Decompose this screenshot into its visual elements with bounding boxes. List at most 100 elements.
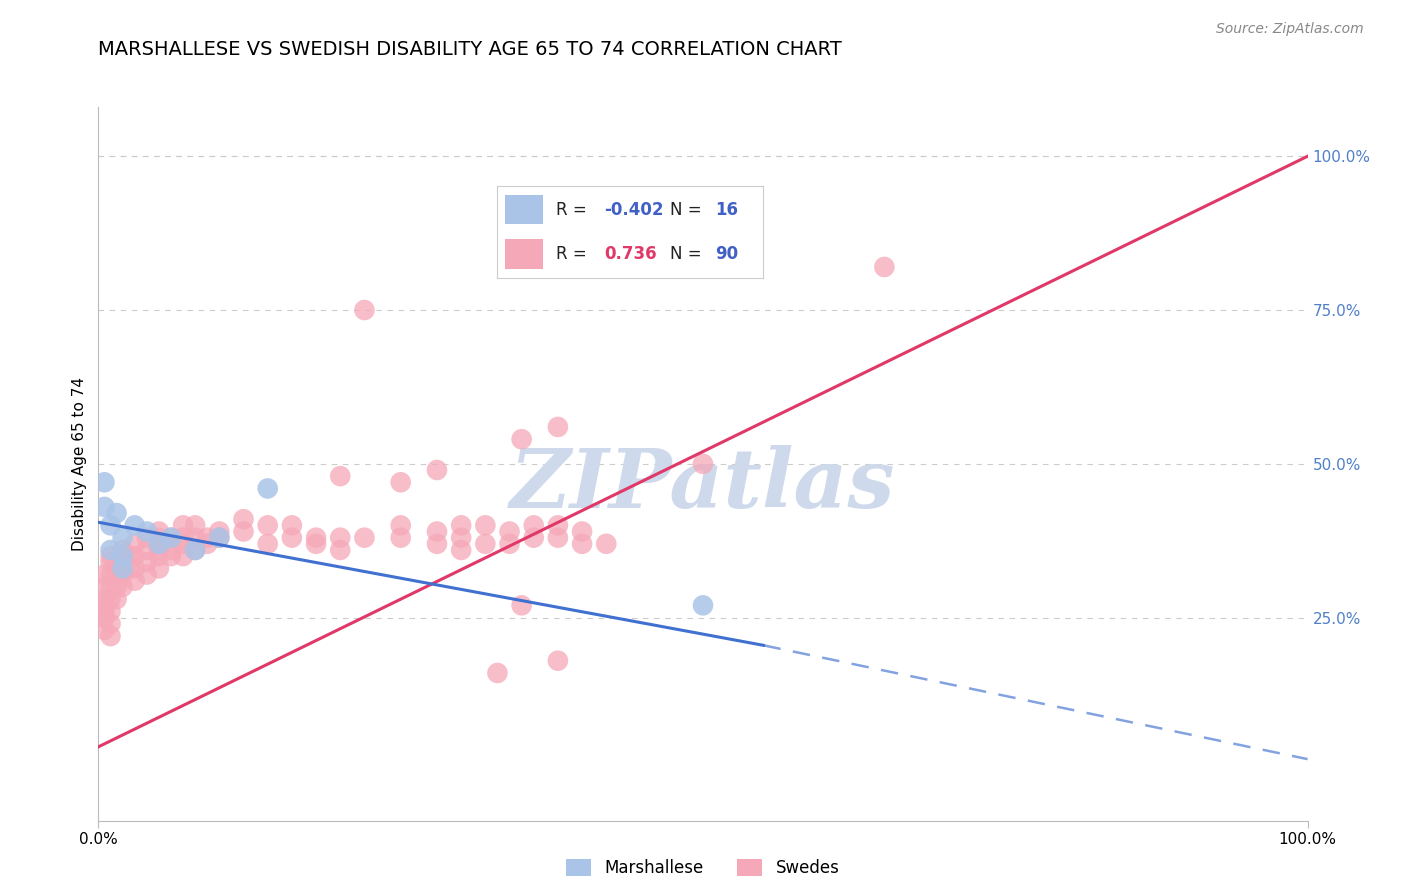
Point: [100, 616, 122, 631]
Point: [232, 512, 254, 526]
Point: [111, 561, 134, 575]
Point: [353, 303, 375, 318]
Point: [111, 549, 134, 563]
Point: [124, 549, 146, 563]
Point: [547, 531, 569, 545]
Point: [184, 543, 207, 558]
Bar: [505, 239, 543, 269]
Point: [353, 531, 375, 545]
Point: [100, 567, 122, 582]
Point: [184, 531, 207, 545]
Point: [389, 518, 412, 533]
Point: [105, 555, 128, 569]
Point: [148, 524, 170, 539]
Point: [510, 432, 533, 446]
Point: [100, 543, 122, 558]
Text: N =: N =: [671, 201, 707, 219]
Point: [148, 561, 170, 575]
Point: [105, 580, 128, 594]
Point: [105, 592, 128, 607]
Point: [105, 506, 128, 520]
Point: [450, 543, 472, 558]
Point: [100, 592, 122, 607]
Point: [547, 518, 569, 533]
Point: [571, 537, 593, 551]
Text: R =: R =: [555, 201, 592, 219]
Point: [105, 567, 128, 582]
Point: [256, 537, 278, 551]
Point: [160, 531, 183, 545]
Text: MARSHALLESE VS SWEDISH DISABILITY AGE 65 TO 74 CORRELATION CHART: MARSHALLESE VS SWEDISH DISABILITY AGE 65…: [98, 40, 842, 59]
Point: [450, 518, 472, 533]
Point: [124, 574, 146, 588]
Point: [100, 605, 122, 619]
Point: [523, 518, 546, 533]
Point: [118, 549, 141, 563]
Point: [160, 543, 183, 558]
Point: [208, 531, 231, 545]
Text: 90: 90: [716, 245, 738, 263]
Point: [100, 518, 122, 533]
Point: [426, 463, 449, 477]
Point: [498, 537, 520, 551]
Point: [281, 531, 304, 545]
Point: [474, 537, 496, 551]
Point: [93, 610, 115, 624]
Point: [93, 599, 115, 613]
Point: [93, 580, 115, 594]
Point: [426, 524, 449, 539]
Point: [450, 531, 472, 545]
Point: [135, 543, 157, 558]
Point: [111, 531, 134, 545]
Text: R =: R =: [555, 245, 592, 263]
Point: [195, 537, 218, 551]
Y-axis label: Disability Age 65 to 74: Disability Age 65 to 74: [72, 376, 87, 551]
Point: [547, 654, 569, 668]
Point: [486, 665, 509, 680]
Text: 16: 16: [716, 201, 738, 219]
Point: [426, 537, 449, 551]
Point: [184, 543, 207, 558]
Point: [111, 549, 134, 563]
Point: [208, 524, 231, 539]
Point: [111, 543, 134, 558]
Legend: Marshallese, Swedes: Marshallese, Swedes: [560, 852, 846, 884]
Point: [389, 531, 412, 545]
Point: [305, 531, 328, 545]
Text: ZIPatlas: ZIPatlas: [510, 445, 896, 525]
Point: [124, 537, 146, 551]
Point: [93, 592, 115, 607]
Point: [873, 260, 896, 274]
Point: [329, 531, 352, 545]
Point: [135, 531, 157, 545]
Point: [93, 500, 115, 514]
Point: [256, 518, 278, 533]
Point: [510, 599, 533, 613]
Point: [111, 555, 134, 569]
Text: 0.736: 0.736: [603, 245, 657, 263]
Point: [93, 475, 115, 490]
Point: [389, 475, 412, 490]
Point: [124, 518, 146, 533]
Point: [498, 524, 520, 539]
Point: [124, 561, 146, 575]
Text: N =: N =: [671, 245, 707, 263]
Point: [148, 531, 170, 545]
Point: [148, 543, 170, 558]
Point: [93, 605, 115, 619]
Point: [148, 549, 170, 563]
Point: [208, 531, 231, 545]
Point: [118, 561, 141, 575]
Text: -0.402: -0.402: [603, 201, 664, 219]
Point: [256, 482, 278, 496]
Point: [135, 567, 157, 582]
Point: [184, 518, 207, 533]
Text: Source: ZipAtlas.com: Source: ZipAtlas.com: [1216, 22, 1364, 37]
Point: [172, 537, 194, 551]
Point: [172, 518, 194, 533]
Point: [195, 531, 218, 545]
Point: [111, 580, 134, 594]
Point: [100, 580, 122, 594]
Point: [329, 543, 352, 558]
Point: [100, 555, 122, 569]
